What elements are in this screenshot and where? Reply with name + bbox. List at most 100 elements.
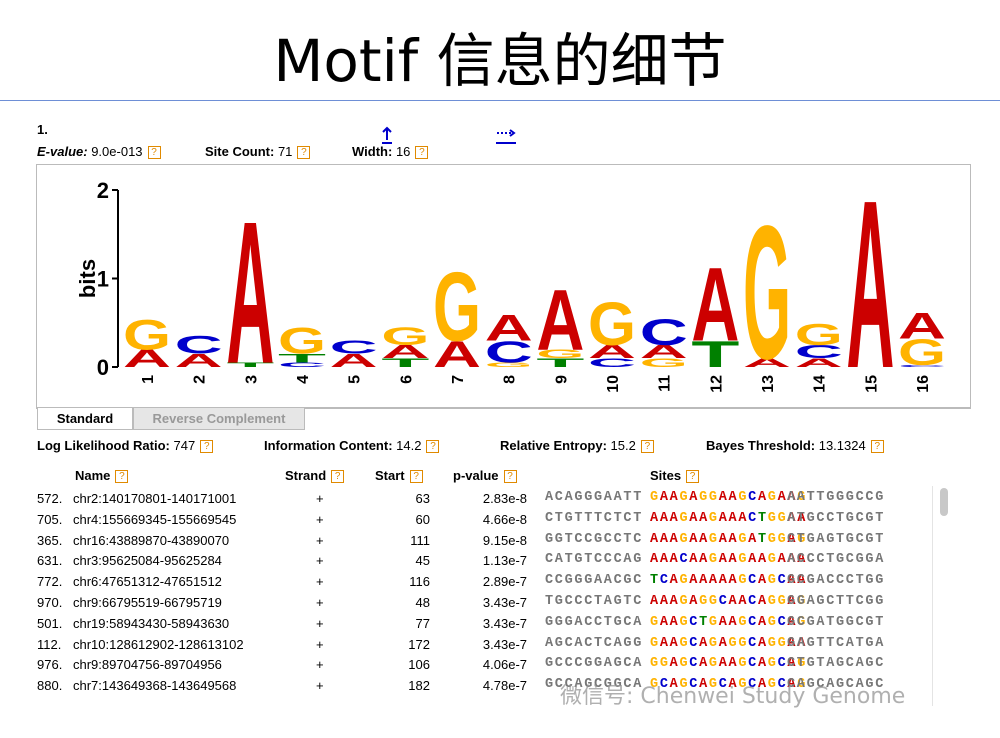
- site-base: A: [787, 677, 798, 693]
- site-base: G: [777, 635, 788, 651]
- site-base: A: [718, 635, 729, 651]
- logo-letter: G: [795, 318, 843, 352]
- site-base: A: [787, 510, 798, 526]
- site-base: A: [728, 594, 739, 609]
- stat-value: 13.1324: [818, 438, 866, 453]
- site_count-value: 71: [277, 144, 293, 159]
- site: AAAGAAGAAGATGGAG: [650, 532, 807, 547]
- help-icon[interactable]: ?: [115, 470, 129, 483]
- site-base: T: [757, 510, 768, 526]
- site-base: G: [708, 677, 719, 693]
- help-icon[interactable]: ?: [426, 440, 440, 453]
- site-base: G: [708, 490, 719, 505]
- left-flank: GCCCGGAGCA: [545, 656, 644, 672]
- site-base: G: [797, 490, 807, 505]
- row-index: 880.: [37, 678, 63, 694]
- tab-line: [36, 407, 970, 408]
- row-start: 45: [415, 553, 430, 569]
- stat-value: 747: [173, 438, 196, 453]
- table-header: Start?: [375, 468, 423, 483]
- stat: Relative Entropy: 15.2?: [500, 438, 654, 453]
- site-base: G: [767, 531, 778, 547]
- help-icon[interactable]: ?: [870, 440, 884, 453]
- row-p-value: 4.78e-7: [482, 678, 527, 694]
- help-icon[interactable]: ?: [147, 146, 161, 159]
- site-base: C: [777, 614, 788, 630]
- x-tick-label: 8: [502, 375, 519, 384]
- site-base: C: [748, 677, 758, 693]
- site-base: C: [748, 614, 758, 630]
- site-base: G: [708, 635, 719, 651]
- logo-letter: A: [381, 342, 429, 363]
- site-base: A: [787, 635, 798, 651]
- row-start: 60: [415, 511, 430, 527]
- x-tick-label: 9: [553, 375, 570, 384]
- logo-frame: [36, 164, 971, 409]
- tab[interactable]: Reverse Complement: [133, 408, 305, 430]
- logo-letter: A: [898, 306, 946, 347]
- scrollbar[interactable]: [940, 488, 948, 516]
- header-text: Start: [375, 468, 405, 483]
- logo-letter: A: [123, 345, 171, 373]
- site-base: A: [787, 656, 798, 672]
- tab[interactable]: Standard: [37, 408, 133, 430]
- row-index: 772.: [37, 574, 63, 590]
- help-icon[interactable]: ?: [409, 470, 423, 483]
- site-base: A: [659, 510, 670, 526]
- right-flank: ACCCTGCGGA: [787, 552, 886, 568]
- help-icon[interactable]: ?: [200, 440, 214, 453]
- row-start: 111: [410, 532, 430, 548]
- site: GAAGCAGAGGCAGGAA: [650, 636, 807, 651]
- logo-letter: A: [846, 165, 894, 408]
- row-strand: +: [316, 678, 324, 694]
- help-icon[interactable]: ?: [331, 470, 345, 483]
- site-base: A: [728, 510, 739, 526]
- site-base: A: [650, 594, 660, 609]
- row-strand: +: [316, 511, 324, 527]
- left-flank: GCCAGCGGCA: [545, 677, 644, 693]
- site-base: G: [797, 531, 807, 547]
- help-icon[interactable]: ?: [503, 470, 517, 483]
- logo-letter: G: [123, 311, 171, 359]
- site-base: A: [728, 490, 739, 505]
- site-base: A: [787, 531, 798, 547]
- x-tick-label: 5: [347, 375, 364, 384]
- site-base: C: [777, 677, 788, 693]
- row-start: 77: [415, 615, 430, 631]
- motif-number: 1.: [37, 122, 48, 137]
- row-p-value: 3.43e-7: [482, 615, 527, 631]
- logo-letter: T: [226, 362, 274, 369]
- site-base: A: [787, 614, 798, 630]
- site-base: A: [718, 490, 729, 505]
- site-base: A: [699, 510, 709, 526]
- logo-letter: T: [381, 356, 429, 370]
- help-icon[interactable]: ?: [640, 440, 654, 453]
- site-base: G: [708, 594, 719, 609]
- site-base: A: [728, 677, 739, 693]
- logo-letter: C: [640, 312, 688, 353]
- row-index: 572.: [37, 491, 63, 506]
- site-base: A: [650, 531, 660, 547]
- help-icon[interactable]: ?: [297, 146, 311, 159]
- help-icon[interactable]: ?: [686, 470, 700, 483]
- site-base: C: [689, 614, 700, 630]
- site-base: G: [650, 677, 660, 693]
- site: GAAGCTGAAGCAGCAG: [650, 615, 807, 630]
- row-start: 63: [415, 491, 430, 506]
- table-header: Strand?: [285, 468, 345, 483]
- site-base: A: [797, 635, 807, 651]
- row-name: chr19:58943430-58943630: [73, 615, 230, 631]
- site-base: G: [708, 552, 719, 568]
- logo-letter: C: [175, 331, 223, 359]
- row-index: 631.: [37, 553, 63, 569]
- site-base: A: [669, 552, 680, 568]
- help-icon[interactable]: ?: [415, 146, 429, 159]
- logo-letter: G: [743, 186, 791, 399]
- site-base: A: [669, 594, 680, 609]
- x-tick-label: 3: [243, 375, 260, 384]
- header-text: Strand: [285, 468, 327, 483]
- site-base: A: [669, 490, 680, 505]
- x-tick-label: 11: [657, 375, 674, 392]
- site-base: A: [718, 656, 729, 672]
